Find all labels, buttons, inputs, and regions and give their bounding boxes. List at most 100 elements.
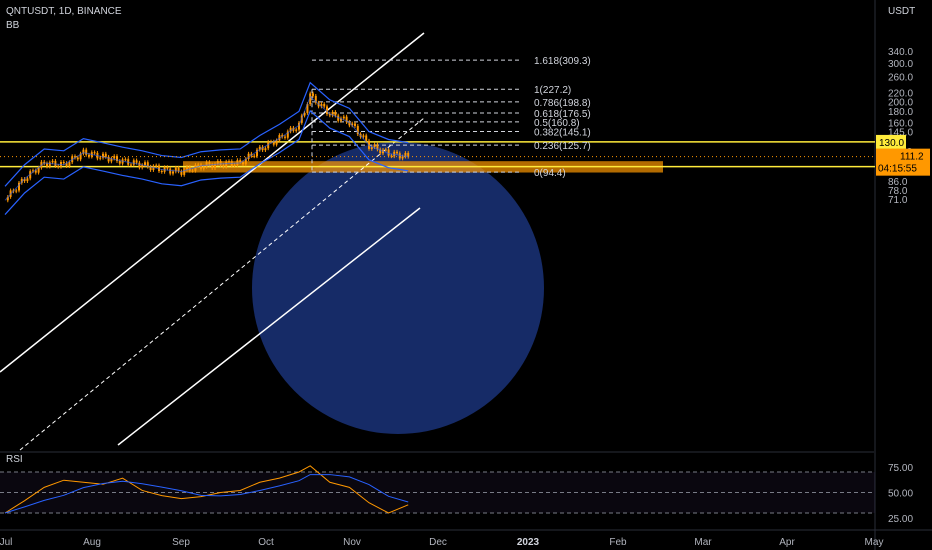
candle-body xyxy=(62,162,65,164)
rsi-label[interactable]: RSI xyxy=(6,454,23,465)
rsi-ma-line xyxy=(4,474,409,514)
time-tick-Jul: Jul xyxy=(0,537,12,548)
candle-body xyxy=(244,158,247,165)
candle-body xyxy=(26,178,29,182)
candle-body xyxy=(334,111,337,116)
candle-body xyxy=(183,169,186,175)
candle-body xyxy=(228,161,230,163)
candle-body xyxy=(174,167,177,172)
candle-body xyxy=(155,165,158,167)
candle-body xyxy=(99,157,102,159)
candle-body xyxy=(144,162,146,166)
candle-body xyxy=(104,153,107,157)
last-price-tag: 111.2 xyxy=(900,152,924,163)
candle-body xyxy=(275,140,278,145)
time-tick-Sep: Sep xyxy=(172,537,190,548)
candle-body xyxy=(368,140,370,149)
candle-body xyxy=(216,161,219,164)
candle-body xyxy=(113,156,116,159)
candle-body xyxy=(320,103,323,107)
currency-label: USDT xyxy=(888,6,916,17)
price-tick-260.0: 260.0 xyxy=(888,73,913,84)
candle-body xyxy=(401,156,404,159)
time-tick-Feb: Feb xyxy=(609,537,627,548)
candle-body xyxy=(197,164,200,166)
candle-body xyxy=(398,153,401,159)
candle-body xyxy=(337,115,340,121)
candle-body xyxy=(342,116,345,119)
candle-body xyxy=(200,164,202,169)
candle-body xyxy=(328,113,331,116)
candle-body xyxy=(76,157,79,160)
candle-body xyxy=(130,164,132,166)
candle-body xyxy=(289,127,292,132)
price-tick-86.0: 86.0 xyxy=(888,177,908,188)
candle-body xyxy=(390,155,393,157)
bollinger-lower xyxy=(4,109,409,215)
candle-body xyxy=(93,152,96,154)
price-tick-78.0: 78.0 xyxy=(888,186,908,197)
fib-label-0.786: 0.786(198.8) xyxy=(534,98,591,109)
candle-body xyxy=(298,122,300,130)
candle-body xyxy=(110,158,113,162)
fib-label-0.5: 0.5(160.8) xyxy=(534,118,580,129)
candle-body xyxy=(370,147,373,149)
price-tick-160.0: 160.0 xyxy=(888,118,913,129)
time-tick-Dec: Dec xyxy=(429,537,447,548)
fib-label-0.618: 0.618(176.5) xyxy=(534,109,591,120)
candle-body xyxy=(303,112,306,116)
candle-body xyxy=(365,135,368,141)
countdown-tag: 04:15:55 xyxy=(878,164,917,175)
symbol-title[interactable]: QNTUSDT, 1D, BINANCE xyxy=(6,6,122,17)
time-tick-Mar: Mar xyxy=(694,537,712,548)
candle-body xyxy=(373,144,376,148)
indicator-label[interactable]: BB xyxy=(6,20,20,31)
candle-body xyxy=(239,160,242,163)
candle-body xyxy=(160,170,163,172)
candle-body xyxy=(351,123,354,126)
candle-body xyxy=(124,159,127,161)
candle-body xyxy=(6,196,9,201)
candle-body xyxy=(146,162,149,167)
candle-body xyxy=(116,156,118,161)
candle-body xyxy=(286,131,289,138)
candle-body xyxy=(407,152,410,157)
candle-body xyxy=(362,135,365,137)
tag-130: 130.0 xyxy=(879,138,904,149)
candle-body xyxy=(258,146,261,150)
candle-body xyxy=(272,141,275,145)
candle-body xyxy=(219,161,222,166)
candle-body xyxy=(186,166,188,170)
price-tick-340.0: 340.0 xyxy=(888,47,913,58)
candle-body xyxy=(18,182,20,191)
fib-label-1.618: 1.618(309.3) xyxy=(534,56,591,67)
candle-body xyxy=(356,125,359,135)
candle-body xyxy=(68,162,71,167)
candle-body xyxy=(295,129,298,131)
candle-body xyxy=(404,152,407,157)
candle-body xyxy=(138,162,141,168)
candle-body xyxy=(191,170,194,172)
candle-body xyxy=(309,93,312,105)
price-tick-71.0: 71.0 xyxy=(888,195,908,206)
fib-label-0.236: 0.236(125.7) xyxy=(534,141,591,152)
candle-body xyxy=(20,178,23,183)
time-tick-Aug: Aug xyxy=(83,537,101,548)
candle-body xyxy=(118,160,121,164)
candle-body xyxy=(180,171,183,175)
candle-body xyxy=(331,111,334,116)
candle-body xyxy=(166,167,169,169)
channel-mid-line xyxy=(19,117,425,451)
candle-body xyxy=(236,160,239,165)
bollinger-upper xyxy=(4,81,409,187)
channel-upper-line xyxy=(0,32,425,373)
rsi-line xyxy=(4,465,409,514)
candle-body xyxy=(256,149,258,157)
candle-body xyxy=(242,162,244,165)
candle-body xyxy=(85,149,88,155)
candle-body xyxy=(48,162,51,167)
candle-body xyxy=(46,163,48,167)
candle-body xyxy=(211,164,214,169)
candle-body xyxy=(379,149,382,154)
candle-body xyxy=(54,160,57,166)
